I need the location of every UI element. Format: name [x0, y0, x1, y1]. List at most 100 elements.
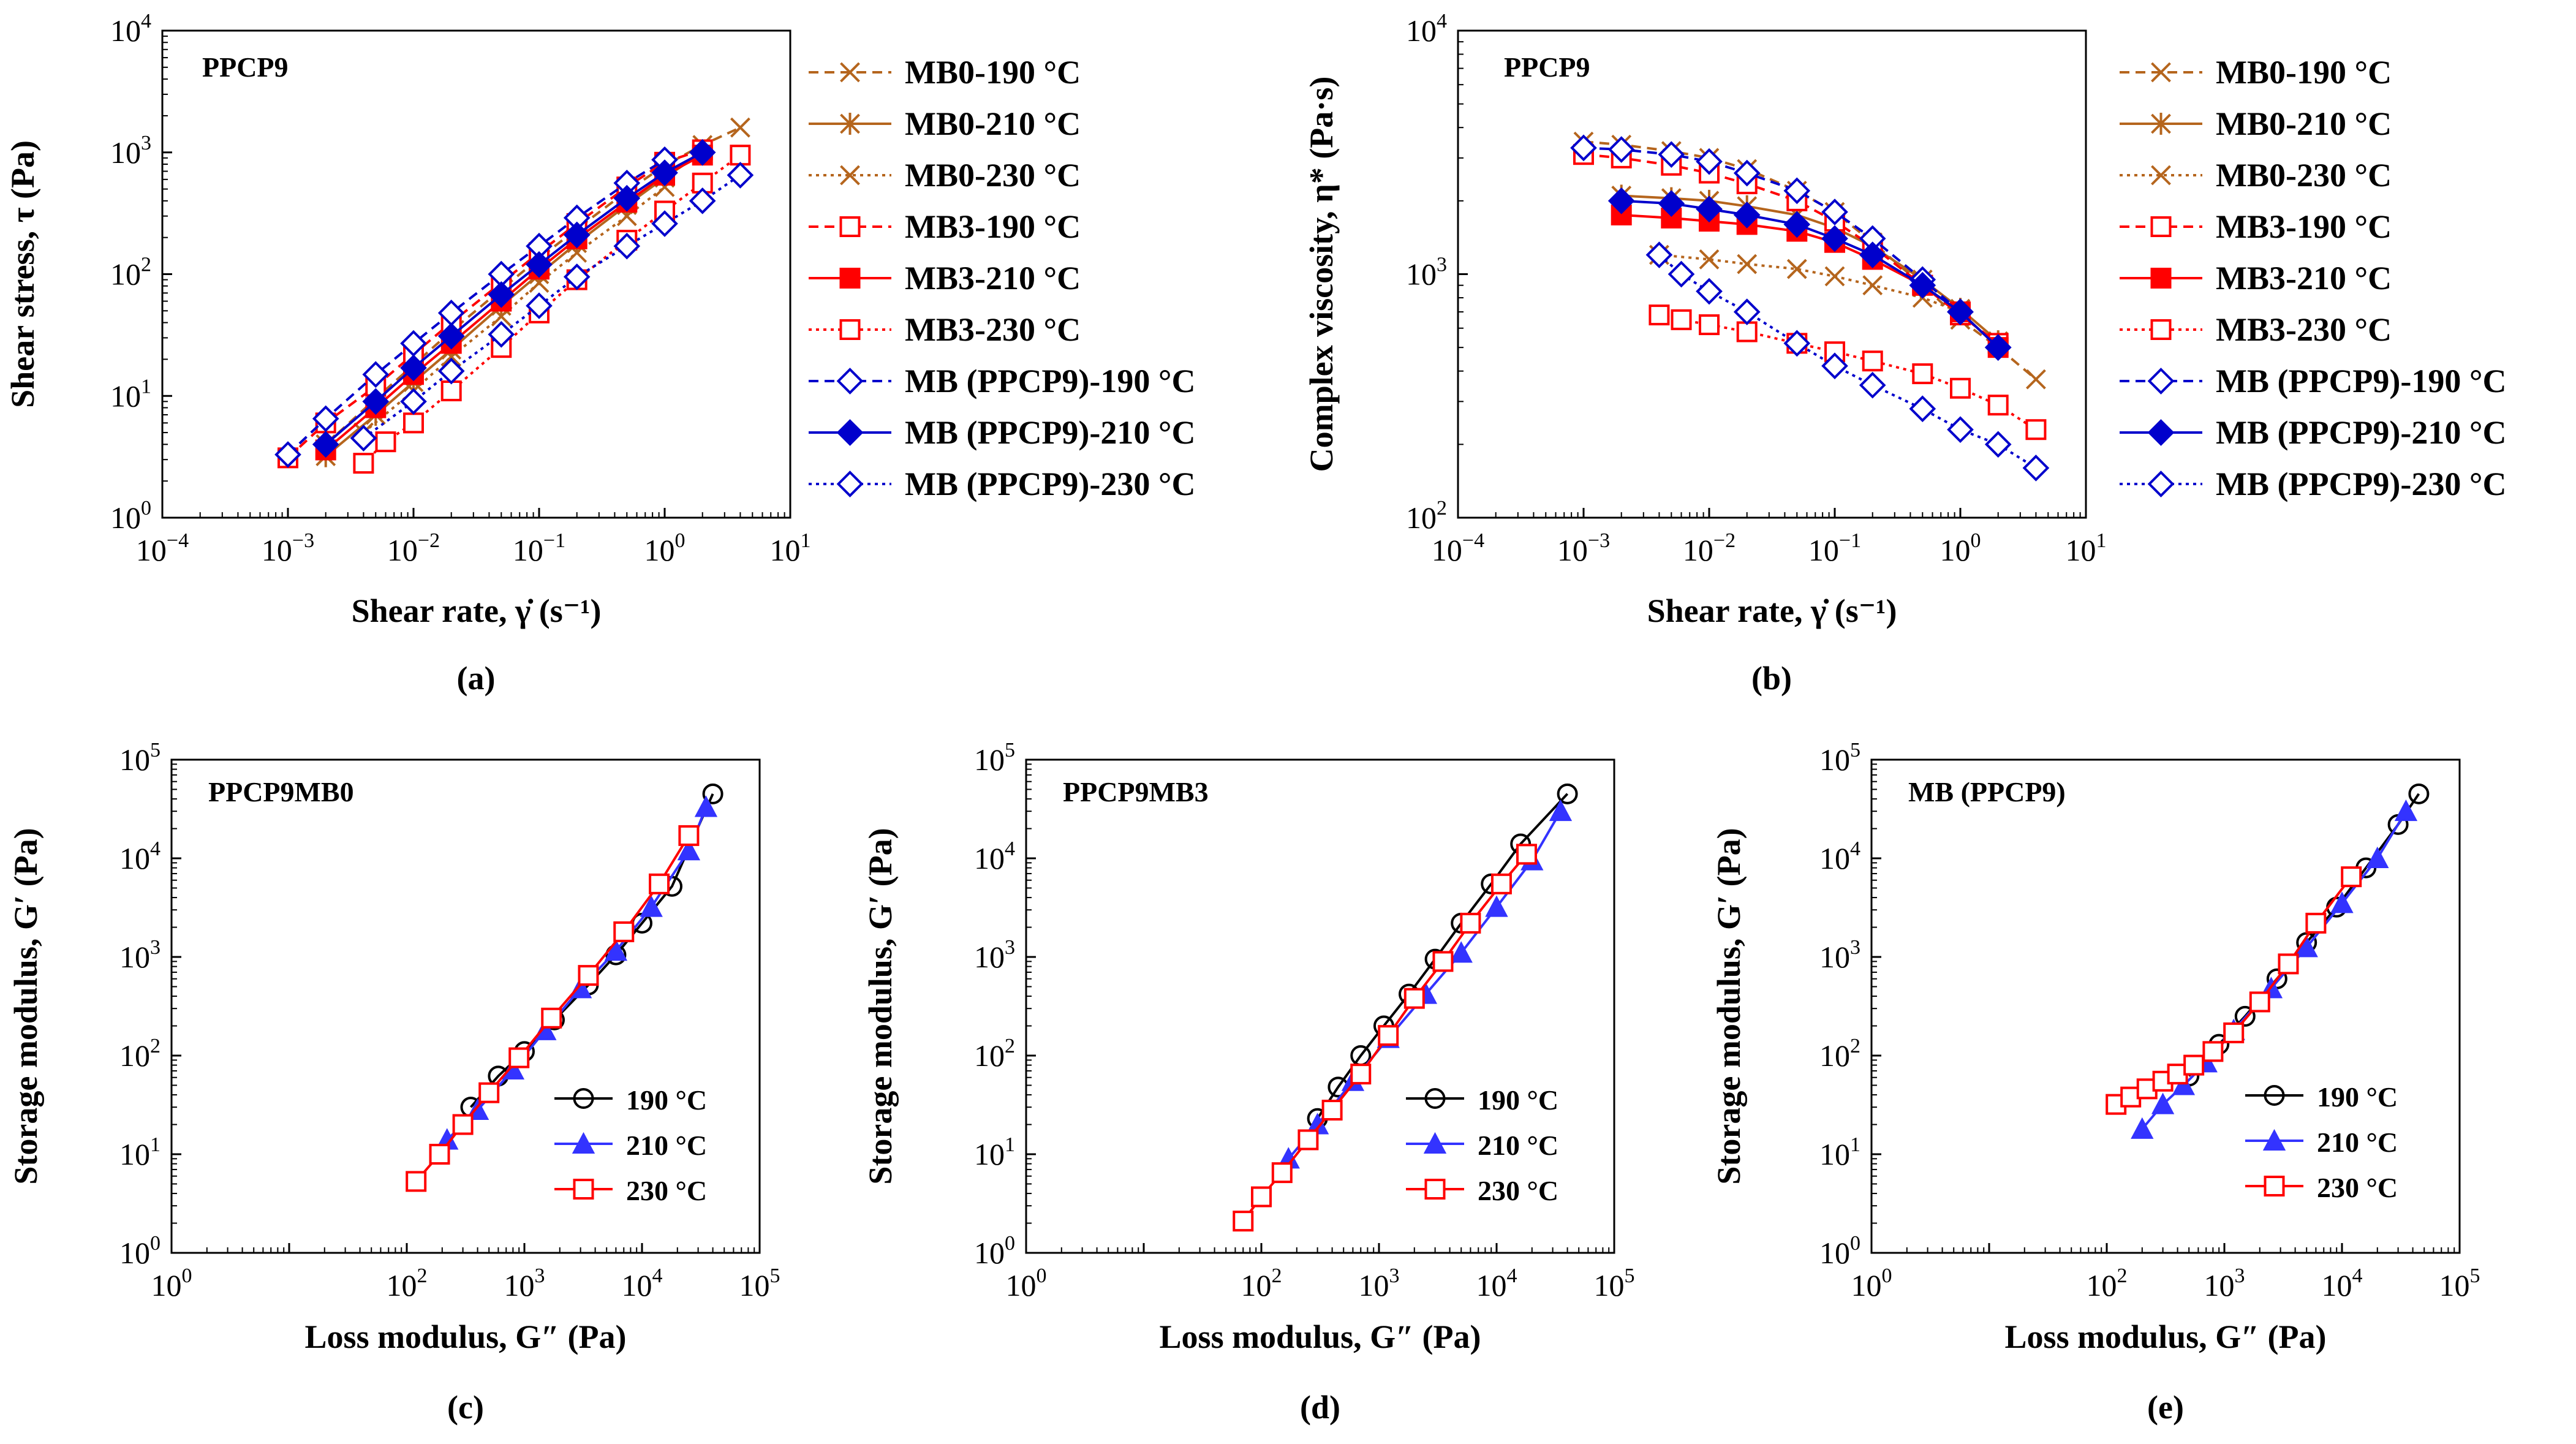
y-tick-base: 10: [110, 501, 141, 535]
y-tick-base: 10: [119, 940, 150, 974]
data-point: [400, 388, 427, 415]
y-tick-label: 102: [119, 1035, 161, 1073]
x-tick-exp: 0: [1882, 1264, 1892, 1287]
data-point: [678, 825, 700, 846]
data-point: [478, 1082, 500, 1103]
data-point: [568, 977, 592, 999]
data-point: [1733, 202, 1761, 229]
data-point: [651, 210, 678, 237]
legend-marker: [840, 62, 860, 83]
x-tick-base: 10: [1241, 1268, 1272, 1302]
panel-caption: (b): [1751, 660, 1792, 697]
y-tick-label: 105: [974, 739, 1015, 777]
y-tick-exp: 5: [150, 739, 161, 762]
y-tick-exp: 0: [141, 497, 151, 520]
x-tick-exp: 5: [1625, 1264, 1635, 1287]
x-tick-label: 102: [2087, 1264, 2128, 1302]
y-tick-base: 10: [119, 1236, 150, 1270]
y-tick-base: 10: [1406, 257, 1437, 292]
legend-label: 230 °C: [1478, 1175, 1558, 1206]
x-tick-base: 10: [2322, 1268, 2352, 1302]
legend-label: MB3-230 °C: [2216, 311, 2392, 348]
x-tick-exp: −3: [292, 529, 314, 552]
y-tick-label: 104: [1819, 837, 1860, 875]
x-tick-label: 102: [1241, 1264, 1282, 1302]
data-point: [375, 431, 396, 453]
data-point: [1737, 254, 1758, 274]
y-tick-label: 104: [974, 837, 1015, 875]
legend-label: 190 °C: [1478, 1084, 1558, 1116]
x-tick-label: 100: [151, 1264, 192, 1302]
x-tick-base: 10: [1006, 1268, 1037, 1302]
series-line: [325, 151, 703, 445]
data-point: [541, 1007, 562, 1029]
data-point: [1378, 1025, 1399, 1046]
y-tick-base: 10: [1406, 13, 1437, 48]
legend-marker-stroke-b: [2151, 62, 2171, 83]
data-point: [508, 1047, 530, 1068]
x-tick-exp: 2: [2117, 1264, 2128, 1287]
series-230-c: [406, 825, 700, 1192]
data-point: [2151, 1092, 2175, 1114]
y-tick-exp: 3: [1005, 936, 1015, 959]
data-point: [488, 281, 515, 308]
y-tick-base: 10: [974, 940, 1005, 974]
data-point: [1321, 1100, 1343, 1121]
data-point: [1449, 941, 1473, 963]
legend-label: 210 °C: [1478, 1130, 1558, 1161]
y-tick-label: 103: [974, 936, 1015, 974]
y-tick-base: 10: [974, 1236, 1005, 1270]
y-tick-label: 102: [110, 254, 151, 292]
y-tick-exp: 3: [150, 936, 161, 959]
legend-marker: [2151, 165, 2171, 186]
y-axis-title: Storage modulus, G′ (Pa): [7, 828, 44, 1184]
x-tick-exp: −1: [543, 529, 565, 552]
data-point: [2249, 991, 2270, 1013]
y-tick-base: 10: [119, 1137, 150, 1171]
y-tick-base: 10: [1406, 501, 1437, 535]
x-tick-base: 10: [136, 533, 167, 567]
data-point: [1649, 304, 1670, 326]
data-point: [1783, 177, 1811, 205]
x-axis-title: Loss modulus, G″ (Pa): [305, 1318, 627, 1355]
data-point: [1696, 195, 1723, 223]
data-point: [312, 405, 339, 433]
x-tick-exp: −2: [418, 529, 440, 552]
x-tick-label: 10−3: [262, 529, 314, 567]
data-point: [2234, 1005, 2256, 1027]
x-tick-base: 10: [1476, 1268, 1507, 1302]
data-point: [1699, 314, 1720, 336]
x-tick-exp: 3: [535, 1264, 545, 1287]
x-tick-label: 100: [1006, 1264, 1047, 1302]
plot-frame: [1870, 758, 2461, 1254]
data-point: [1696, 278, 1723, 305]
x-tick-label: 105: [2439, 1264, 2480, 1302]
legend-marker-stroke-b: [840, 165, 860, 186]
panel-title: PPCP9MB3: [1063, 776, 1209, 807]
data-point: [1950, 377, 1971, 399]
data-point: [1783, 211, 1811, 238]
x-axis-title: Loss modulus, G″ (Pa): [1160, 1318, 1481, 1355]
legend-marker: [2147, 368, 2175, 395]
data-point: [400, 354, 427, 382]
x-tick-label: 10−2: [387, 529, 440, 567]
y-tick-exp: 2: [150, 1035, 161, 1057]
x-tick-exp: 1: [801, 529, 811, 552]
y-tick-base: 10: [119, 841, 150, 875]
data-point: [1859, 241, 1886, 268]
data-point: [1824, 266, 1845, 287]
y-tick-label: 100: [119, 1232, 161, 1270]
data-point: [2025, 419, 2047, 440]
x-axis: 10−4 10−3 10−2 10−1 100 101: [1432, 508, 2107, 567]
data-point: [488, 321, 515, 348]
panel-caption: (d): [1300, 1389, 1340, 1426]
x-tick-base: 10: [739, 1268, 770, 1302]
panel-title: PPCP9MB0: [208, 776, 354, 807]
data-point: [1251, 1186, 1272, 1208]
data-point-stroke-b: [1699, 249, 1720, 270]
y-tick-label: 104: [110, 10, 151, 48]
plot-frame: [1025, 758, 1615, 1254]
panel-caption: (a): [457, 660, 496, 697]
data-point: [353, 453, 374, 474]
